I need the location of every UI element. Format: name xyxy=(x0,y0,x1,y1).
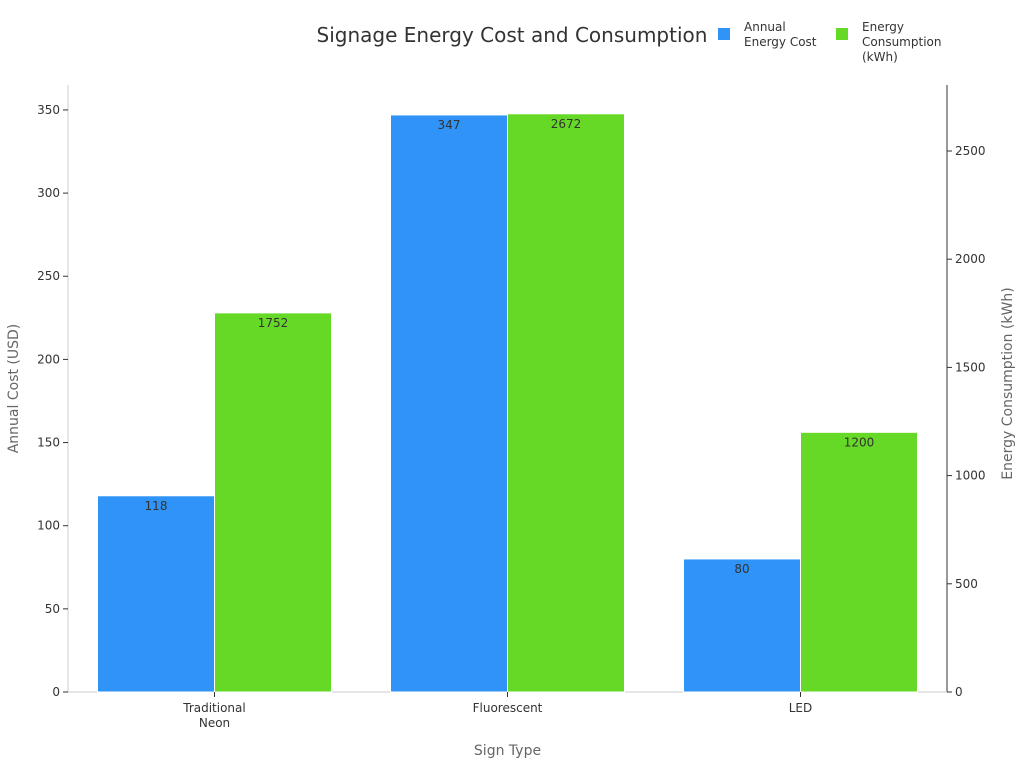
y-axis-title: Annual Cost (USD) xyxy=(6,324,22,454)
bar-consumption xyxy=(800,431,918,693)
y-tick-label: 100 xyxy=(37,519,60,533)
x-tick-label: Traditional xyxy=(182,701,245,715)
x-axis-title: Sign Type xyxy=(474,743,541,759)
data-label: 80 xyxy=(734,562,749,576)
y2-tick-label: 2000 xyxy=(955,252,986,266)
y-tick-label: 150 xyxy=(37,436,60,450)
legend-label: Consumption xyxy=(862,35,941,49)
y-tick-label: 250 xyxy=(37,269,60,283)
bar-cost xyxy=(97,495,215,693)
legend-label: Energy Cost xyxy=(744,35,817,49)
data-label: 118 xyxy=(145,499,168,513)
data-label: 1200 xyxy=(844,435,875,449)
x-tick-label: LED xyxy=(789,701,813,715)
legend-label: Energy xyxy=(862,20,904,34)
y-tick-label: 300 xyxy=(37,186,60,200)
y2-tick-label: 2500 xyxy=(955,144,986,158)
y2-tick-label: 0 xyxy=(955,685,963,699)
x-tick-label: Neon xyxy=(199,716,230,730)
legend-label: (kWh) xyxy=(862,50,898,64)
data-label: 2672 xyxy=(551,117,582,131)
x-tick-label: Fluorescent xyxy=(473,701,543,715)
y-tick-label: 350 xyxy=(37,103,60,117)
legend-swatch xyxy=(836,28,848,40)
y-tick-label: 0 xyxy=(52,685,60,699)
bar-cost xyxy=(390,114,508,693)
y2-axis-title: Energy Consumption (kWh) xyxy=(1000,287,1016,479)
legend-swatch xyxy=(718,28,730,40)
data-label: 347 xyxy=(438,118,461,132)
y2-tick-label: 500 xyxy=(955,577,978,591)
chart-title: Signage Energy Cost and Consumption xyxy=(317,23,708,47)
bar-consumption xyxy=(214,312,332,693)
y2-tick-label: 1000 xyxy=(955,469,986,483)
data-label: 1752 xyxy=(258,316,289,330)
bar-consumption xyxy=(507,113,625,693)
bar-cost xyxy=(683,558,801,693)
y-tick-label: 50 xyxy=(45,602,60,616)
y2-tick-label: 1500 xyxy=(955,360,986,374)
legend-label: Annual xyxy=(744,20,786,34)
y-tick-label: 200 xyxy=(37,352,60,366)
